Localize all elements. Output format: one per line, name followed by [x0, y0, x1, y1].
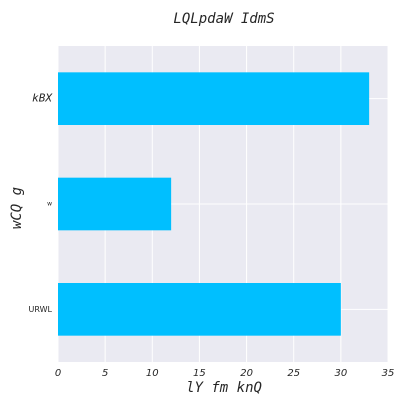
bar-w — [58, 177, 172, 231]
x-tick-label: 0 — [55, 368, 61, 379]
y-axis-label: wCQ g — [9, 187, 25, 229]
x-tick-label: 15 — [193, 368, 206, 379]
x-tick-label: 25 — [287, 368, 300, 379]
x-tick-label: 35 — [382, 368, 395, 379]
y-tick-labels: kBX w URWL — [29, 92, 54, 314]
x-tick-label: 5 — [102, 368, 108, 379]
bar-kbx — [58, 72, 370, 125]
x-axis-label: lY fm knQ — [186, 380, 262, 396]
y-tick-label: URWL — [29, 305, 53, 314]
x-tick-label: 30 — [334, 368, 347, 379]
y-tick-label: w — [47, 201, 52, 208]
bar-urwl — [58, 283, 341, 336]
x-tick-label: 20 — [240, 368, 253, 379]
chart-title: LQLpdaW IdmS — [173, 11, 274, 27]
x-tick-label: 10 — [146, 368, 159, 379]
x-tick-labels: 0 5 10 15 20 25 30 35 — [55, 368, 395, 379]
bars — [58, 72, 370, 336]
y-tick-label: kBX — [32, 92, 53, 105]
